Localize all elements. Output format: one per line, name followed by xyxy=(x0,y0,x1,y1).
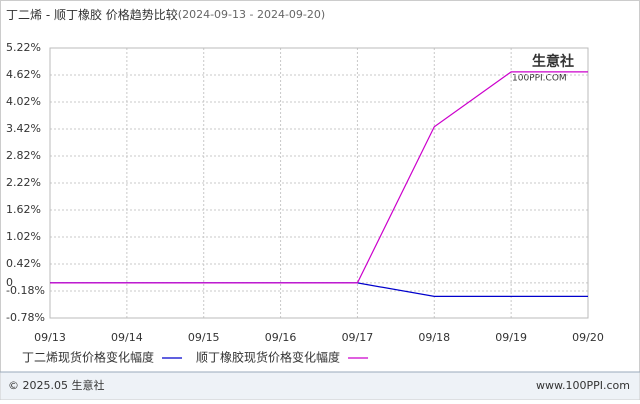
x-tick-label: 09/20 xyxy=(572,331,604,344)
x-tick-label: 09/13 xyxy=(34,331,66,344)
plot-border xyxy=(49,47,589,319)
subtitle: (2024-09-13 - 2024-09-20) xyxy=(178,8,325,21)
x-tick-label: 09/15 xyxy=(188,331,220,344)
title-text: 丁二烯 - 顺丁橡胶 价格趋势比较 xyxy=(6,7,178,22)
y-tick-label: 4.02% xyxy=(6,95,41,108)
footer-left: © 2025.05 生意社 xyxy=(8,378,104,392)
footer-right: www.100PPI.com xyxy=(536,379,630,392)
y-tick-label: -0.78% xyxy=(6,311,45,324)
y-tick-label: 5.22% xyxy=(6,41,41,54)
footer-band xyxy=(0,372,640,400)
y-tick-label: 0.42% xyxy=(6,257,41,270)
y-tick-label: -0.18% xyxy=(6,284,45,297)
y-tick-label: 4.62% xyxy=(6,68,41,81)
x-tick-label: 09/19 xyxy=(495,331,527,344)
legend-label: 丁二烯现货价格变化幅度 xyxy=(22,350,154,365)
watermark: 100PPI.COM xyxy=(512,74,567,84)
y-tick-label: 0 xyxy=(6,276,13,289)
y-tick-label: 2.22% xyxy=(6,176,41,189)
x-tick-label: 09/17 xyxy=(342,331,374,344)
y-tick-label: 1.02% xyxy=(6,230,41,243)
y-tick-label: 2.82% xyxy=(6,149,41,162)
x-tick-label: 09/18 xyxy=(418,331,450,344)
y-tick-label: 3.42% xyxy=(6,122,41,135)
y-tick-label: 1.62% xyxy=(6,203,41,216)
x-tick-label: 09/14 xyxy=(111,331,143,344)
watermark: 生意社 xyxy=(532,53,574,70)
legend-label: 顺丁橡胶现货价格变化幅度 xyxy=(196,350,340,365)
series-line xyxy=(50,71,588,284)
chart-title: 丁二烯 - 顺丁橡胶 价格趋势比较(2024-09-13 - 2024-09-2… xyxy=(6,7,325,22)
x-tick-label: 09/16 xyxy=(265,331,297,344)
